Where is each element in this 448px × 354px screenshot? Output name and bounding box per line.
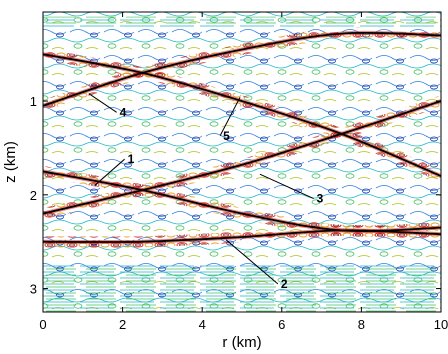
- annotation-label-3: 3: [317, 192, 324, 206]
- x-axis-label: r (km): [222, 334, 261, 351]
- ray-curves: [43, 31, 441, 243]
- y-tick-label: 1: [30, 94, 37, 109]
- contour-field: [43, 12, 441, 312]
- annotation-label-4: 4: [120, 105, 127, 119]
- x-tick-label: 6: [278, 317, 285, 332]
- annotation-leader-2: [225, 239, 279, 285]
- ray-curve-c2: [43, 31, 441, 107]
- annotation-leader-3: [259, 173, 314, 200]
- annotation-leader-4: [88, 93, 117, 113]
- annotation-label-2: 2: [281, 277, 288, 291]
- annotation-label-1: 1: [128, 152, 135, 166]
- y-tick-label: 2: [30, 188, 37, 203]
- x-tick-label: 10: [434, 317, 448, 332]
- ray-curve-c5: [43, 229, 441, 243]
- ray-curve-c1: [43, 53, 441, 177]
- x-tick-label: 8: [358, 317, 365, 332]
- plot-frame: [42, 11, 442, 313]
- x-axis: 0 2 4 6 8 10: [39, 12, 448, 332]
- ray-curve-c3: [43, 100, 441, 215]
- contour-deep-stripes: [43, 265, 441, 312]
- plot-area: 1 2 3 4 5: [42, 11, 442, 313]
- x-tick-label: 2: [119, 317, 126, 332]
- contour-top-stripes: [43, 16, 441, 28]
- annotation-leader-1: [94, 158, 125, 186]
- annotation-leader-5: [219, 97, 241, 136]
- x-tick-label: 4: [199, 317, 206, 332]
- y-axis-label: z (km): [2, 141, 19, 183]
- annotation-label-5: 5: [223, 129, 230, 143]
- x-tick-label: 0: [39, 317, 46, 332]
- annotation-layer: 1 2 3 4 5: [88, 93, 324, 291]
- y-axis: 1 2 3: [30, 94, 441, 297]
- y-tick-label: 3: [30, 282, 37, 297]
